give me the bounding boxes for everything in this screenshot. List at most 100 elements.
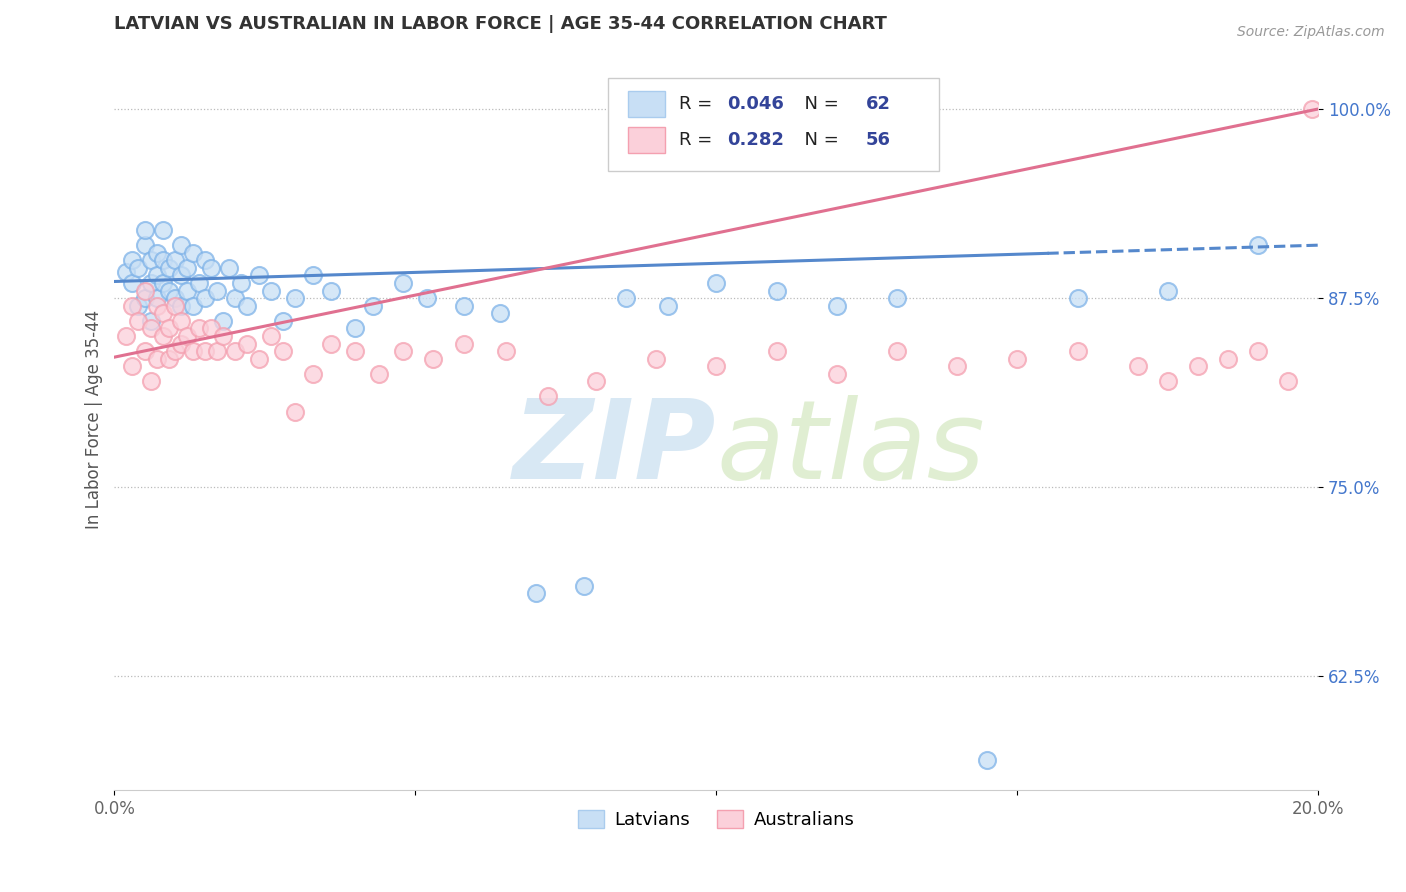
Point (886, 291, 908, 305)
Point (176, 284, 198, 298)
Point (344, 344, 367, 359)
Point (1066, 344, 1088, 359)
Point (134, 238, 156, 252)
Point (537, 389, 560, 403)
Point (704, 276, 727, 290)
Point (152, 306, 174, 320)
Point (368, 367, 391, 381)
Point (657, 299, 679, 313)
Point (169, 314, 191, 328)
Point (163, 253, 186, 268)
Point (1247, 344, 1270, 359)
Point (139, 253, 162, 268)
Point (224, 291, 246, 305)
Text: R =: R = (679, 95, 718, 113)
Point (145, 299, 167, 313)
Point (271, 314, 294, 328)
Text: 0.282: 0.282 (727, 130, 785, 149)
Point (765, 344, 787, 359)
Point (139, 375, 162, 389)
Point (134, 291, 156, 305)
Point (169, 238, 191, 252)
Point (704, 359, 727, 374)
Point (157, 351, 180, 366)
Y-axis label: In Labor Force | Age 35-44: In Labor Force | Age 35-44 (86, 310, 103, 529)
Bar (628, 91, 665, 117)
Point (236, 336, 259, 351)
Text: LATVIAN VS AUSTRALIAN IN LABOR FORCE | AGE 35-44 CORRELATION CHART: LATVIAN VS AUSTRALIAN IN LABOR FORCE | A… (114, 15, 887, 33)
FancyBboxPatch shape (607, 78, 939, 170)
Point (236, 299, 259, 313)
Point (181, 299, 204, 313)
Point (392, 276, 415, 290)
Point (1157, 375, 1180, 389)
Point (145, 268, 167, 283)
Point (392, 344, 415, 359)
Point (416, 291, 439, 305)
Point (271, 344, 294, 359)
Point (194, 344, 217, 359)
Point (181, 344, 204, 359)
Point (152, 329, 174, 343)
Point (302, 367, 325, 381)
Point (319, 336, 342, 351)
Point (495, 344, 517, 359)
Point (163, 344, 186, 359)
Point (200, 321, 222, 335)
Point (224, 344, 246, 359)
Point (176, 329, 198, 343)
Point (194, 253, 217, 268)
Point (134, 223, 156, 237)
Point (134, 344, 156, 359)
Point (1066, 291, 1088, 305)
Point (260, 284, 283, 298)
Point (121, 253, 143, 268)
Point (152, 253, 174, 268)
Point (524, 586, 547, 600)
Point (247, 351, 270, 366)
Point (614, 291, 637, 305)
Point (139, 321, 162, 335)
Point (127, 314, 149, 328)
Point (765, 284, 787, 298)
Point (422, 351, 444, 366)
Point (488, 306, 510, 320)
Point (157, 260, 180, 275)
Point (121, 276, 143, 290)
Point (194, 291, 217, 305)
Point (115, 329, 138, 343)
Point (247, 268, 270, 283)
Point (1157, 284, 1180, 298)
Point (121, 299, 143, 313)
Point (205, 284, 228, 298)
Point (1277, 375, 1299, 389)
Point (157, 321, 180, 335)
Point (453, 336, 475, 351)
Point (200, 260, 222, 275)
Point (1247, 238, 1270, 252)
Point (187, 276, 209, 290)
Point (181, 245, 204, 260)
Point (585, 375, 607, 389)
Point (229, 276, 252, 290)
Point (1216, 351, 1239, 366)
Point (145, 351, 167, 366)
Point (211, 314, 233, 328)
Point (205, 344, 228, 359)
Text: N =: N = (793, 130, 845, 149)
Point (121, 359, 143, 374)
Point (825, 299, 848, 313)
Point (946, 359, 969, 374)
Point (145, 245, 167, 260)
Point (134, 284, 156, 298)
Point (157, 284, 180, 298)
Point (152, 276, 174, 290)
Point (218, 260, 240, 275)
Text: R =: R = (679, 130, 718, 149)
Point (1187, 359, 1209, 374)
Point (127, 299, 149, 313)
Point (319, 284, 342, 298)
Point (260, 329, 283, 343)
Point (1301, 102, 1323, 116)
Point (825, 367, 848, 381)
